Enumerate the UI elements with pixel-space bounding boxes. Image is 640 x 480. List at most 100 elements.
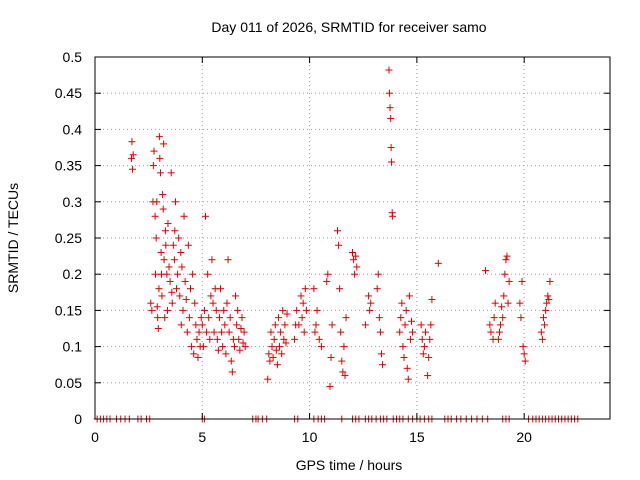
- data-point: [227, 357, 235, 365]
- data-point: [502, 256, 510, 264]
- data-point: [164, 306, 172, 314]
- data-point: [545, 296, 553, 304]
- data-point: [213, 335, 221, 343]
- data-point: [165, 263, 173, 271]
- data-point: [151, 212, 159, 220]
- data-point: [374, 270, 382, 278]
- data-point: [147, 299, 155, 307]
- data-point: [173, 285, 181, 293]
- data-point: [298, 314, 306, 322]
- data-point: [208, 256, 216, 264]
- data-point: [521, 357, 529, 365]
- y-tick-label: 0.2: [63, 266, 83, 282]
- data-point: [341, 372, 349, 380]
- data-point: [396, 328, 404, 336]
- y-tick-label: 0.5: [63, 49, 83, 65]
- data-point: [154, 325, 162, 332]
- data-point: [379, 361, 387, 369]
- data-point: [177, 248, 185, 256]
- data-point: [127, 154, 135, 162]
- data-point: [218, 328, 226, 336]
- data-point: [168, 299, 176, 307]
- data-point: [299, 299, 307, 307]
- data-point: [183, 328, 191, 336]
- data-point: [159, 191, 167, 199]
- data-point: [224, 256, 232, 264]
- data-point: [295, 321, 303, 329]
- data-point: [148, 306, 156, 314]
- data-point: [504, 299, 512, 307]
- data-point: [164, 220, 172, 228]
- data-point: [163, 270, 171, 278]
- data-point: [156, 154, 164, 162]
- data-point: [226, 314, 234, 322]
- data-point: [542, 306, 550, 314]
- data-point: [353, 263, 361, 271]
- data-point: [328, 321, 336, 329]
- data-point: [153, 303, 161, 311]
- data-point: [149, 162, 157, 170]
- data-point: [500, 292, 508, 300]
- data-point: [160, 140, 168, 148]
- data-point: [221, 321, 229, 329]
- data-point: [335, 241, 343, 249]
- y-tick-label: 0.1: [63, 339, 83, 355]
- data-point: [339, 368, 347, 376]
- x-tick-label: 20: [516, 429, 532, 445]
- data-point: [181, 277, 189, 285]
- data-point: [189, 270, 197, 278]
- data-point: [537, 328, 545, 336]
- data-point: [375, 314, 383, 322]
- data-point: [327, 353, 335, 361]
- data-point: [152, 234, 160, 242]
- data-point: [184, 241, 192, 249]
- data-point: [234, 306, 242, 314]
- data-point: [203, 328, 211, 336]
- data-point: [350, 256, 358, 264]
- data-point: [186, 285, 194, 293]
- data-point: [171, 227, 179, 235]
- data-point: [154, 314, 162, 322]
- chart-title: Day 011 of 2026, SRMTID for receiver sam…: [211, 19, 486, 35]
- data-point: [385, 66, 393, 74]
- y-tick-label: 0.35: [55, 158, 82, 174]
- data-point: [538, 335, 546, 343]
- x-tick-label: 0: [91, 429, 99, 445]
- data-point: [404, 375, 412, 383]
- axis-ticks: 0 0.05 0.1 0.15 0.2 0.25 0.3 0.35 0.4 0.45 0.5 0 5 10…: [55, 49, 610, 445]
- data-point: [277, 328, 285, 336]
- data-point: [405, 292, 413, 300]
- data-point: [361, 321, 369, 329]
- data-marks: [93, 66, 582, 423]
- data-point: [311, 328, 319, 336]
- data-point: [168, 288, 176, 296]
- data-point: [495, 328, 503, 336]
- data-point: [214, 346, 222, 354]
- data-point: [200, 306, 208, 314]
- data-point: [271, 321, 279, 329]
- data-point: [272, 346, 280, 354]
- data-point: [399, 343, 407, 351]
- data-point: [291, 335, 299, 343]
- data-point: [519, 343, 527, 351]
- x-tick-label: 15: [409, 429, 425, 445]
- data-point: [264, 375, 272, 383]
- data-point: [300, 328, 308, 336]
- data-point: [278, 350, 286, 358]
- data-point: [159, 205, 167, 213]
- data-point: [182, 296, 190, 304]
- data-point: [315, 335, 323, 343]
- data-point: [387, 144, 395, 151]
- data-point: [282, 339, 290, 347]
- data-point: [499, 314, 507, 322]
- data-point: [157, 248, 165, 256]
- data-point: [498, 303, 506, 311]
- data-point: [418, 335, 426, 343]
- data-point: [198, 321, 206, 329]
- data-point: [179, 306, 187, 314]
- data-point: [167, 169, 175, 177]
- y-tick-label: 0.25: [55, 230, 82, 246]
- data-point: [490, 314, 498, 322]
- data-point: [349, 248, 356, 256]
- data-point: [376, 328, 384, 336]
